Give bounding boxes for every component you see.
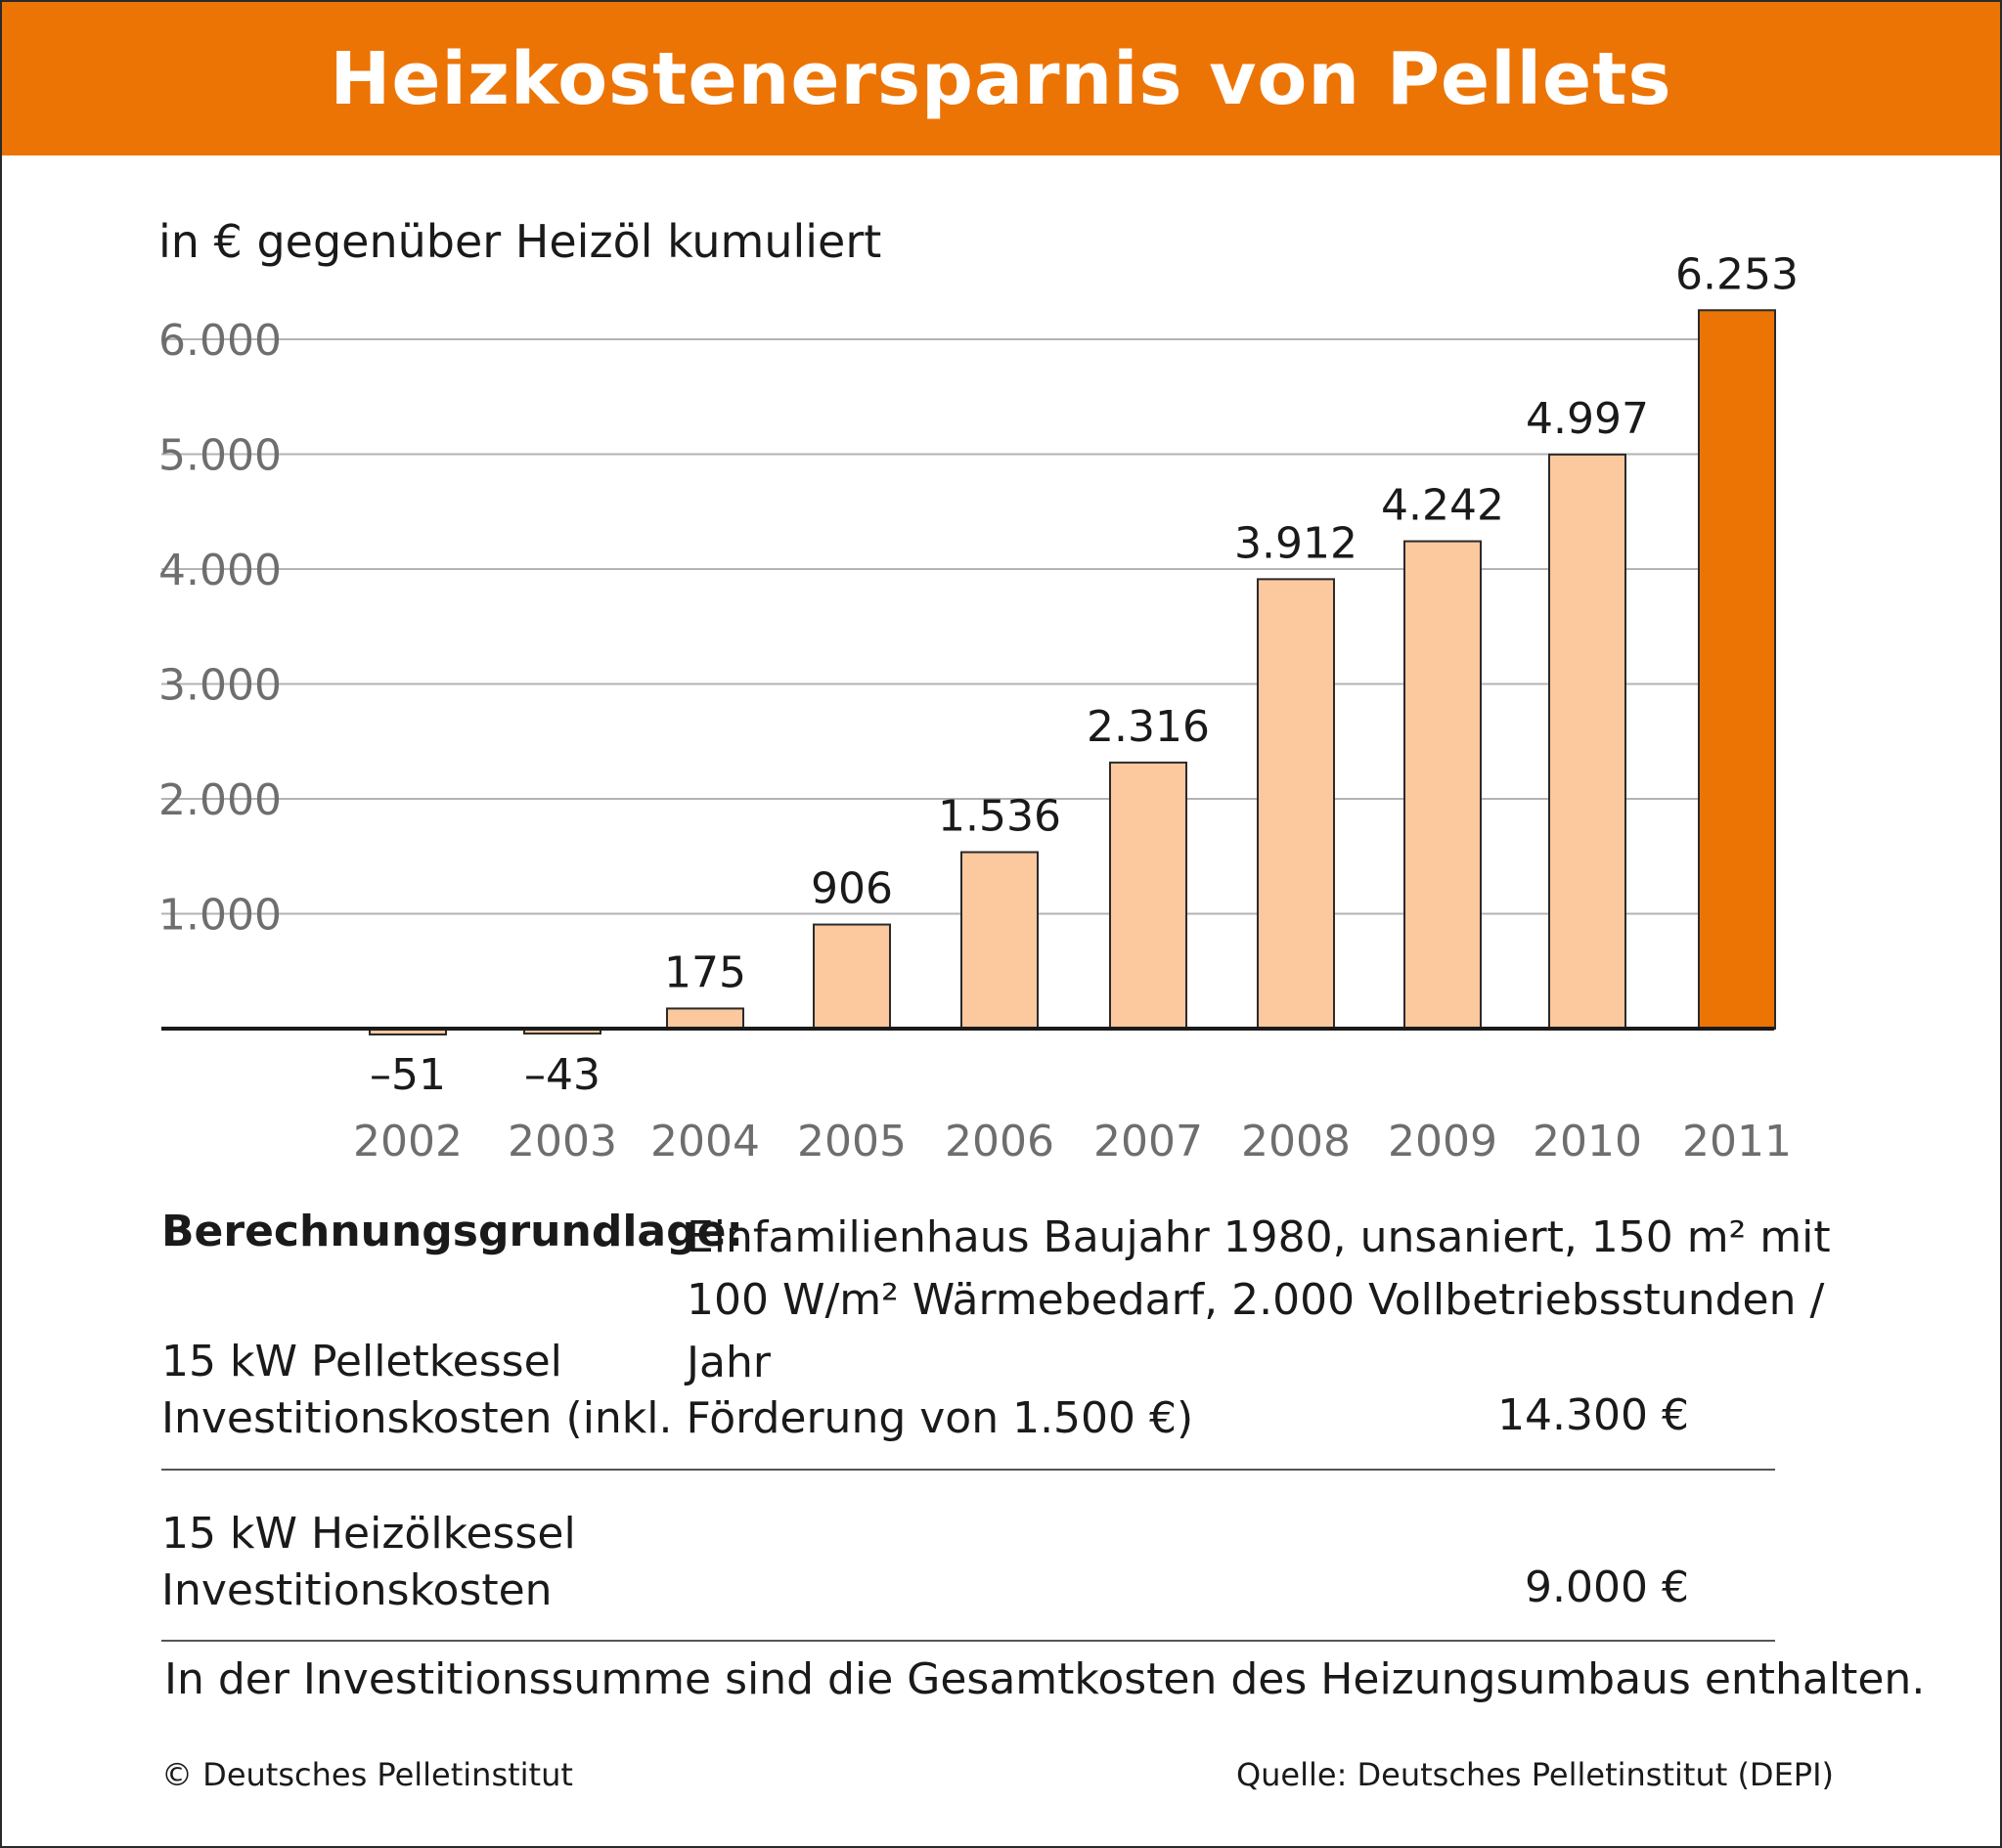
grid-lines xyxy=(161,338,1774,915)
copyright: © Deutsches Pelletinstitut xyxy=(161,1756,573,1793)
y-tick-label: 1.000 xyxy=(158,891,282,941)
bar xyxy=(1698,309,1776,1030)
x-tick-label: 2005 xyxy=(797,1117,907,1166)
y-tick-label: 4.000 xyxy=(158,546,282,595)
oil-boiler-cost: 9.000 € xyxy=(1525,1562,1689,1612)
bar xyxy=(960,851,1039,1031)
y-tick-label: 5.000 xyxy=(158,431,282,481)
bar-value-label: 3.912 xyxy=(1234,518,1357,568)
bar xyxy=(1109,761,1187,1030)
basis-text: Einfamilienhaus Baujahr 1980, unsaniert,… xyxy=(687,1207,1860,1394)
pellet-boiler-cost: 14.300 € xyxy=(1497,1390,1689,1440)
bar-value-label: –43 xyxy=(524,1050,601,1100)
divider xyxy=(161,1469,1775,1471)
oil-boiler-description: Investitionskosten xyxy=(161,1565,553,1615)
bar-value-label: –51 xyxy=(370,1050,446,1100)
x-tick-label: 2009 xyxy=(1388,1117,1497,1166)
bar-value-label: 4.242 xyxy=(1381,481,1504,531)
bar-value-label: 6.253 xyxy=(1675,249,1799,299)
x-tick-label: 2008 xyxy=(1241,1117,1351,1166)
y-tick-label: 2.000 xyxy=(158,775,282,825)
source-note: Quelle: Deutsches Pelletinstitut (DEPI) xyxy=(1235,1756,1834,1793)
page-title: Heizkostenersparnis von Pellets xyxy=(330,36,1672,121)
basis-line: 100 W/m² Wärmebedarf, 2.000 Vollbetriebs… xyxy=(687,1275,1825,1387)
oil-boiler-name: 15 kW Heizölkessel xyxy=(161,1509,576,1559)
x-tick-label: 2002 xyxy=(353,1117,463,1166)
title-bar: Heizkostenersparnis von Pellets xyxy=(2,2,2000,155)
x-tick-label: 2007 xyxy=(1093,1117,1203,1166)
bar-value-label: 906 xyxy=(811,864,893,914)
basis-line: Einfamilienhaus Baujahr 1980, unsaniert,… xyxy=(687,1212,1831,1262)
y-tick-label: 3.000 xyxy=(158,661,282,711)
bar xyxy=(1403,540,1482,1030)
x-tick-label: 2010 xyxy=(1533,1117,1642,1166)
bars xyxy=(369,309,1776,1035)
bar-value-label: 4.997 xyxy=(1526,394,1649,444)
y-axis-ticks: 1.000 2.000 3.000 4.000 5.000 6.000 xyxy=(158,316,282,941)
chart-subtitle: in € gegenüber Heizöl kumuliert xyxy=(158,215,882,268)
investment-note: In der Investitionssumme sind die Gesamt… xyxy=(164,1654,1926,1704)
pellet-boiler-description: Investitionskosten (inkl. Förderung von … xyxy=(161,1393,1194,1443)
pellet-boiler-block: 15 kW Pelletkessel Investitionskosten (i… xyxy=(161,1334,1193,1447)
y-tick-label: 6.000 xyxy=(158,316,282,366)
x-tick-label: 2011 xyxy=(1682,1117,1792,1166)
bar xyxy=(1257,578,1335,1031)
pellet-boiler-name: 15 kW Pelletkessel xyxy=(161,1337,562,1386)
basis-label: Berechnungsgrundlage: xyxy=(161,1207,744,1256)
bar-value-label: 2.316 xyxy=(1087,702,1210,752)
x-tick-label: 2006 xyxy=(945,1117,1054,1166)
bar-chart: 1.000 2.000 3.000 4.000 5.000 6.000 –51 –43 175… xyxy=(158,249,1799,1166)
divider xyxy=(161,1640,1775,1642)
bar xyxy=(813,923,891,1030)
bar xyxy=(666,1007,744,1030)
x-tick-label: 2003 xyxy=(508,1117,617,1166)
bar-value-label: 175 xyxy=(664,947,746,997)
bar xyxy=(1548,453,1626,1031)
oil-boiler-block: 15 kW Heizölkessel Investitionskosten xyxy=(161,1506,576,1619)
x-axis-ticks: 2002 2003 2004 2005 2006 2007 2008 2009 2010 2011 xyxy=(353,1117,1792,1166)
bar-value-label: 1.536 xyxy=(938,792,1061,842)
x-tick-label: 2004 xyxy=(650,1117,760,1166)
value-labels: –51 –43 175 906 1.536 2.316 3.912 4.242 4.997 6.2… xyxy=(370,249,1799,1100)
